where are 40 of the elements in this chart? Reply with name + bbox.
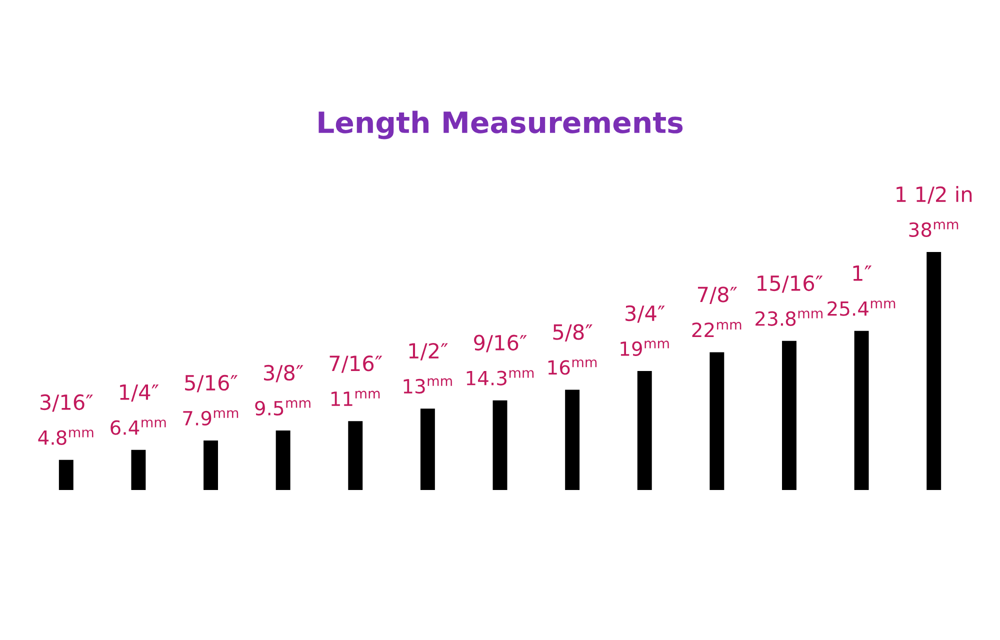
bar: [926, 252, 942, 490]
data-label: 16$^{mm}$: [548, 359, 597, 375]
data-label: 4.8$^{mm}$: [38, 430, 94, 445]
bar: [420, 408, 435, 490]
data-label: 9.5$^{mm}$: [255, 400, 310, 416]
x-tick-label: 3/16″: [40, 394, 93, 412]
x-tick-label: 1/2″: [409, 342, 448, 360]
data-label: 38$^{mm}$: [909, 222, 958, 238]
x-tick-label: 9/16″: [474, 334, 527, 352]
data-label: 11$^{mm}$: [331, 390, 380, 406]
data-label: 6.4$^{mm}$: [110, 420, 166, 435]
bar: [782, 340, 796, 490]
bar: [204, 440, 218, 490]
data-label: 25.4$^{mm}$: [828, 300, 896, 316]
data-label: 22$^{mm}$: [692, 322, 742, 337]
x-tick-label: 3/8″: [264, 364, 304, 382]
chart-title: Length Measurements: [318, 110, 683, 140]
data-label: 23.8$^{mm}$: [756, 310, 822, 326]
x-tick-label: 3/4″: [626, 305, 665, 323]
bar: [854, 330, 869, 490]
bar: [58, 460, 74, 490]
x-tick-label: 1 1/2 in: [896, 186, 972, 204]
bar: [565, 390, 580, 490]
x-tick-label: 5/16″: [185, 374, 238, 392]
bar: [131, 450, 146, 490]
x-tick-label: 5/8″: [553, 324, 592, 342]
x-tick-label: 1″: [853, 266, 872, 281]
bar: [492, 400, 508, 490]
data-label: 13$^{mm}$: [404, 378, 452, 394]
bar: [710, 352, 724, 490]
data-label: 19$^{mm}$: [620, 340, 669, 356]
data-label: 7.9$^{mm}$: [183, 410, 238, 426]
bar: [348, 421, 363, 490]
x-tick-label: 1/4″: [120, 384, 159, 402]
x-tick-label: 15/16″: [758, 275, 823, 293]
data-label: 14.3$^{mm}$: [466, 370, 534, 386]
x-tick-label: 7/16″: [330, 355, 382, 373]
bar: [637, 371, 652, 490]
x-tick-label: 7/8″: [698, 286, 738, 304]
bar: [276, 430, 290, 490]
